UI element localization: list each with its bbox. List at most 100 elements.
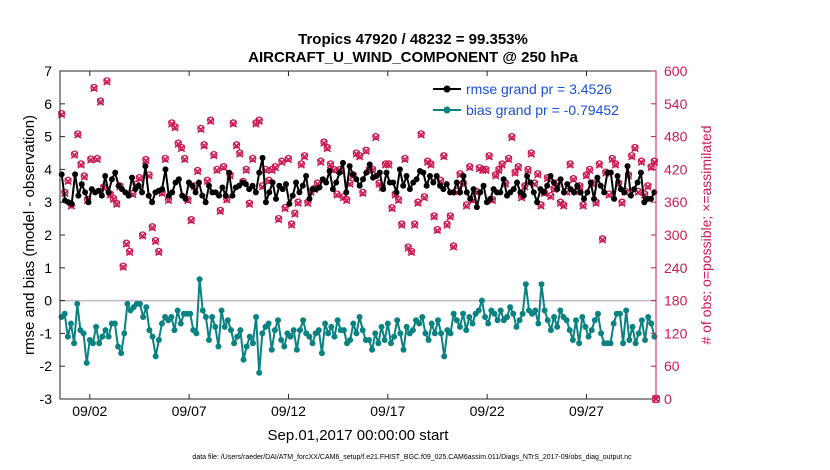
rmse-point — [189, 182, 196, 189]
obs-assimilated-marker — [216, 207, 225, 216]
rmse-point — [621, 189, 628, 196]
bias-series — [58, 276, 658, 376]
obs-x-stroke — [537, 202, 545, 210]
rmse-point — [343, 189, 350, 196]
obs-possible-marker — [90, 83, 98, 92]
obs-possible-marker — [93, 154, 101, 163]
bias-point — [629, 323, 636, 330]
legend-rmse-label: rmse grand pr = 3.4526 — [466, 81, 612, 97]
bias-point — [111, 320, 118, 327]
obs-possible-marker — [206, 116, 215, 124]
obs-x-stroke — [631, 144, 639, 153]
rmse-point — [135, 182, 142, 189]
obs-assimilated-marker — [142, 156, 150, 165]
obs-assimilated-marker — [291, 210, 299, 218]
rmse-point — [219, 184, 226, 191]
obs-possible-marker — [210, 150, 218, 159]
obs-possible-marker — [287, 220, 296, 228]
obs-x-stroke — [456, 171, 464, 179]
obs-assimilated-marker — [430, 213, 438, 221]
obs-x-stroke — [245, 200, 254, 209]
obs-possible-marker — [161, 154, 169, 163]
obs-assimilated-marker — [248, 155, 257, 164]
bias-point — [557, 307, 564, 314]
obs-x-stroke — [236, 150, 244, 158]
obs-possible-marker — [194, 166, 202, 175]
bias-point — [328, 323, 335, 330]
obs-x-stroke — [265, 177, 273, 186]
obs-assimilated-marker — [359, 189, 367, 198]
bias-point — [591, 317, 598, 324]
bias-point — [149, 333, 156, 340]
bias-point — [607, 340, 614, 347]
obs-assimilated-marker — [401, 155, 409, 164]
obs-x-stroke — [232, 142, 241, 150]
bias-point — [434, 317, 441, 324]
bias-point — [99, 333, 106, 340]
obs-possible-marker — [80, 172, 88, 180]
obs-assimilated-marker — [200, 142, 208, 150]
obs-possible-marker — [372, 132, 380, 141]
obs-x-stroke — [498, 161, 506, 169]
y-left-tick-label: 7 — [44, 63, 52, 79]
obs-x-stroke — [592, 199, 600, 207]
rmse-point — [206, 182, 212, 189]
obs-assimilated-marker — [410, 221, 419, 229]
obs-possible-marker — [401, 154, 409, 163]
rmse-point — [581, 195, 588, 202]
obs-x-stroke — [200, 142, 208, 150]
obs-x-stroke — [138, 232, 147, 240]
obs-assimilated-marker — [161, 155, 170, 164]
rmse-point — [544, 182, 551, 189]
obs-possible-marker — [245, 199, 254, 207]
y-right-tick-label: 0 — [664, 391, 672, 407]
obs-assimilated-marker — [524, 166, 532, 175]
rmse-point — [577, 189, 584, 196]
obs-x-stroke — [404, 244, 412, 252]
bias-point — [275, 317, 282, 324]
y-left-tick-label: -2 — [40, 358, 53, 374]
x-tick-label: 09/12 — [271, 403, 306, 419]
bias-point — [61, 310, 68, 317]
bias-point — [538, 281, 545, 288]
rmse-point — [380, 186, 387, 193]
obs-possible-marker — [394, 195, 403, 204]
obs-assimilated-marker — [164, 196, 173, 205]
rmse-point — [470, 186, 477, 193]
obs-x-stroke — [320, 139, 328, 147]
bias-point — [576, 340, 583, 347]
obs-x-stroke — [514, 163, 523, 172]
obs-possible-marker — [271, 163, 280, 171]
rmse-point — [597, 182, 604, 189]
bias-point — [259, 330, 266, 337]
obs-assimilated-marker — [297, 161, 306, 169]
rmse-point — [316, 184, 323, 191]
obs-possible-marker — [181, 154, 189, 163]
obs-x-stroke — [397, 221, 406, 229]
legend-bias-marker — [443, 106, 451, 114]
x-tick-label: 09/07 — [172, 403, 207, 419]
obs-possible-marker — [579, 201, 587, 209]
obs-x-stroke — [559, 202, 568, 210]
obs-possible-marker — [242, 165, 250, 174]
obs-assimilated-marker — [125, 248, 134, 257]
bias-point — [206, 336, 212, 343]
obs-assimilated-marker — [582, 172, 591, 180]
bias-point — [547, 327, 554, 334]
rmse-point — [570, 189, 577, 196]
obs-assimilated-marker — [229, 120, 238, 128]
bias-point — [268, 346, 275, 353]
obs-assimilated-marker — [433, 226, 442, 235]
bias-point — [240, 356, 247, 363]
obs-assimilated-marker — [87, 156, 95, 164]
bias-point — [522, 281, 529, 288]
bias-point — [620, 340, 627, 347]
bias-point — [535, 320, 542, 327]
bias-point — [174, 307, 181, 314]
rmse-point — [473, 204, 480, 211]
obs-possible-marker — [414, 198, 422, 206]
obs-assimilated-marker — [342, 196, 351, 205]
obs-assimilated-marker — [148, 224, 157, 232]
obs-assimilated-marker — [109, 195, 118, 204]
rmse-point — [72, 171, 79, 178]
